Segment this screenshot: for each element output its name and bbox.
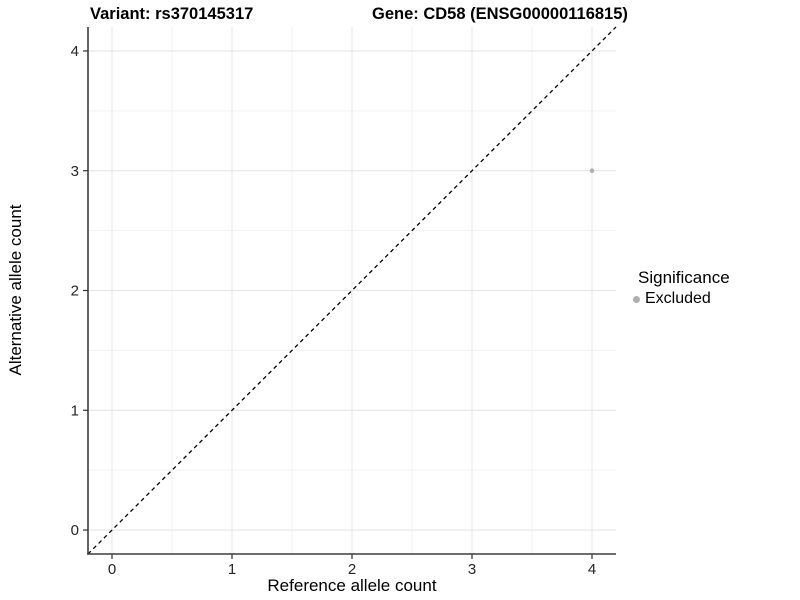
x-axis-title: Reference allele count xyxy=(267,576,437,595)
y-tick-label: 4 xyxy=(71,43,79,60)
y-tick-label: 1 xyxy=(71,402,79,419)
y-tick-label: 3 xyxy=(71,163,79,180)
x-tick-label: 1 xyxy=(228,561,236,578)
plot-title-gene: Gene: CD58 (ENSG00000116815) xyxy=(372,5,628,23)
plot-title-variant: Variant: rs370145317 xyxy=(90,5,254,23)
legend-title: Significance xyxy=(638,268,730,287)
x-tick-label: 4 xyxy=(588,561,596,578)
legend-point-icon xyxy=(633,295,640,303)
data-point xyxy=(589,168,595,174)
legend-item-excluded: Excluded xyxy=(629,290,799,308)
legend: Significance Excluded xyxy=(629,268,799,308)
x-tick-label: 0 xyxy=(108,561,116,578)
y-tick-label: 0 xyxy=(71,522,79,539)
y-tick-label: 2 xyxy=(71,283,79,300)
legend-item-label: Excluded xyxy=(645,290,711,307)
x-tick-label: 2 xyxy=(348,561,356,578)
x-tick-label: 3 xyxy=(468,561,476,578)
y-axis-title: Alternative allele count xyxy=(6,204,25,376)
